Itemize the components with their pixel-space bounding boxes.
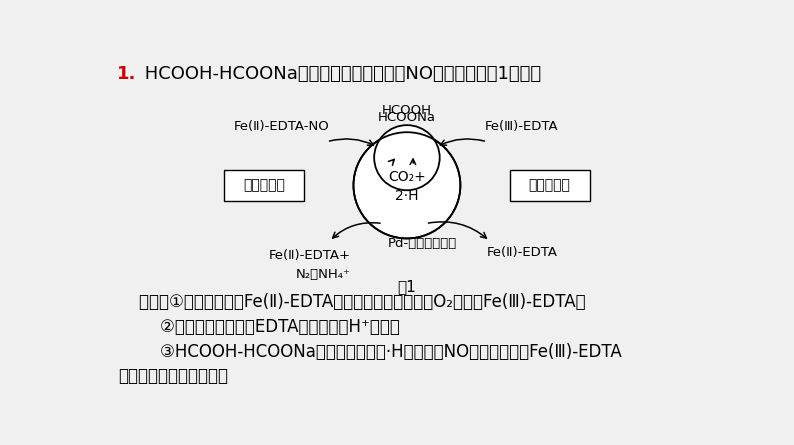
- Text: ③HCOOH-HCOONa混合溶液产生的·H既可以将NO还原，又可将Fe(Ⅲ)-EDTA: ③HCOOH-HCOONa混合溶液产生的·H既可以将NO还原，又可将Fe(Ⅲ)-…: [118, 343, 622, 360]
- Text: Fe(Ⅱ)-EDTA-NO: Fe(Ⅱ)-EDTA-NO: [233, 120, 330, 133]
- Text: HCOOH: HCOOH: [382, 104, 432, 117]
- Text: Fe(Ⅱ)-EDTA: Fe(Ⅱ)-EDTA: [487, 247, 558, 259]
- FancyBboxPatch shape: [224, 170, 304, 201]
- Ellipse shape: [353, 132, 461, 239]
- FancyBboxPatch shape: [510, 170, 590, 201]
- Text: N₂或NH₄⁺: N₂或NH₄⁺: [296, 268, 351, 281]
- Text: HCOOH-HCOONa混合溶液可脱除烟气中NO。其机理如图1所示：: HCOOH-HCOONa混合溶液可脱除烟气中NO。其机理如图1所示：: [139, 65, 542, 83]
- Ellipse shape: [374, 125, 440, 190]
- Text: 活性吸附氧: 活性吸附氧: [529, 178, 571, 192]
- Text: 还原，实现催化剂再生。: 还原，实现催化剂再生。: [118, 367, 228, 385]
- Text: 活性吸附氮: 活性吸附氮: [243, 178, 285, 192]
- Text: CO₂+: CO₂+: [388, 170, 426, 184]
- Text: HCOONa: HCOONa: [378, 111, 436, 125]
- Text: 2·H: 2·H: [395, 189, 418, 202]
- Text: 图1: 图1: [398, 279, 416, 295]
- Text: 已知：①脱除过程中，Fe(Ⅱ)-EDTA络合液部分易被烟气中O₂氧化成Fe(Ⅲ)-EDTA；: 已知：①脱除过程中，Fe(Ⅱ)-EDTA络合液部分易被烟气中O₂氧化成Fe(Ⅲ)…: [118, 293, 585, 311]
- Text: Fe(Ⅲ)-EDTA: Fe(Ⅲ)-EDTA: [484, 120, 558, 133]
- Text: 1.: 1.: [117, 65, 136, 83]
- Text: Pd-活性炭催化剂: Pd-活性炭催化剂: [387, 237, 457, 251]
- Text: Fe(Ⅱ)-EDTA+: Fe(Ⅱ)-EDTA+: [269, 249, 351, 262]
- Text: ②酸性较强环境下，EDTA易与溶液中H⁺结合；: ②酸性较强环境下，EDTA易与溶液中H⁺结合；: [118, 318, 399, 336]
